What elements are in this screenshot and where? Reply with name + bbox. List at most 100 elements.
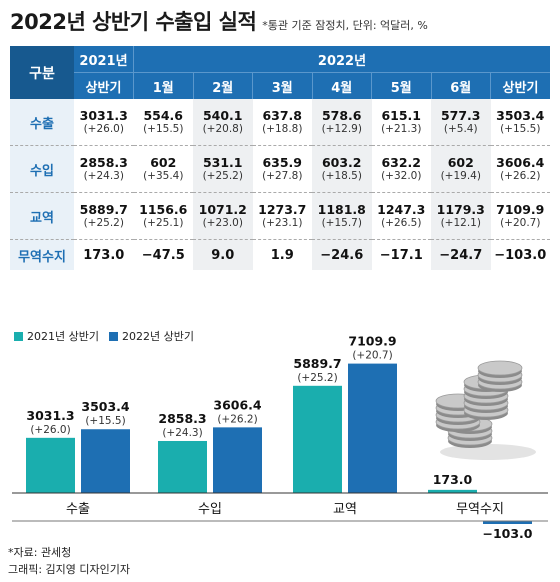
category-label: 수입: [198, 502, 222, 517]
cell-value: 5889.7: [79, 202, 128, 217]
cell-value: −24.6: [320, 247, 364, 263]
table-cell: 1179.3 (+12.1): [431, 192, 491, 240]
bar-value-label: 3031.3: [26, 408, 74, 423]
bar-2022-2: [348, 363, 397, 493]
cell-change: (+25.2): [83, 217, 124, 229]
cell-value: 1071.2: [198, 202, 247, 217]
bar-value-label: 173.0: [433, 472, 473, 487]
column-header-6: 6월: [430, 72, 491, 99]
table-cell: −103.0: [491, 240, 551, 271]
cell-value: 635.9: [262, 155, 303, 170]
bar-value-label: −103.0: [482, 526, 532, 541]
cell-value: 3031.3: [79, 108, 128, 123]
table-cell: 1181.8 (+15.7): [312, 192, 372, 240]
cell-change: (+12.1): [440, 217, 481, 229]
table-cell: 577.3 (+5.4): [431, 99, 491, 146]
cell-change: (+23.0): [202, 217, 243, 229]
table-cell: 2858.3 (+24.3): [74, 145, 134, 193]
cell-change: (+18.5): [321, 170, 362, 182]
column-header-1: 1월: [133, 72, 193, 99]
chart-legend: 2021년 상반기 2022년 상반기: [14, 328, 204, 344]
cell-change: (+23.1): [262, 217, 303, 229]
legend-swatch-2022: [108, 331, 118, 341]
bar-change-label: (+26.2): [217, 413, 257, 425]
header-2021: 2021년: [74, 46, 134, 73]
table-cell: 3031.3 (+26.0): [74, 99, 134, 146]
page-title: 2022년 상반기 수출입 실적: [10, 10, 257, 34]
cell-value: 9.0: [211, 247, 235, 263]
column-header-7: 상반기: [490, 72, 550, 99]
table-cell: 1071.2 (+23.0): [193, 192, 253, 240]
cell-change: (+26.2): [500, 170, 541, 182]
cell-value: −47.5: [141, 247, 185, 263]
cell-value: 173.0: [83, 247, 125, 263]
table-cell: 3503.4 (+15.5): [490, 99, 550, 146]
cell-value: 1.9: [270, 247, 294, 263]
cell-change: (+19.4): [440, 170, 481, 182]
bar-2022-0: [81, 429, 130, 493]
table-cell: 1156.6 (+25.1): [133, 192, 193, 240]
cell-value: 554.6: [143, 108, 184, 123]
cell-value: 615.1: [381, 108, 422, 123]
bar-value-label: 7109.9: [348, 334, 396, 349]
table-cell: 602 (+19.4): [431, 145, 491, 193]
cell-value: 602: [150, 155, 177, 170]
cell-value: 3606.4: [496, 155, 545, 170]
bar-2021-1: [158, 440, 207, 493]
bar-value-label: 3503.4: [81, 399, 130, 414]
legend-label-2021: 2021년 상반기: [27, 330, 99, 343]
table-row: 수입 2858.3 (+24.3) 602 (+35.4) 531.1 (+25.2) 635…: [10, 145, 550, 193]
bar-value-label: 2858.3: [158, 411, 206, 426]
column-header-0: 상반기: [74, 72, 134, 99]
bar-change-label: (+24.3): [162, 427, 202, 439]
cell-value: 1181.8: [317, 202, 366, 217]
cell-change: (+25.1): [143, 217, 184, 229]
cell-change: (+5.4): [443, 123, 478, 135]
cell-change: (+24.3): [83, 170, 124, 182]
cell-value: −24.7: [439, 247, 483, 263]
row-label: 교역: [10, 192, 74, 240]
table-cell: 578.6 (+12.9): [312, 99, 372, 146]
column-header-3: 3월: [252, 72, 312, 99]
cell-value: 602: [447, 155, 474, 170]
cell-value: 1156.6: [139, 202, 188, 217]
row-label: 수입: [10, 145, 74, 193]
legend-item-2022: 2022년 상반기: [108, 328, 194, 344]
source-note: *자료: 관세청: [8, 546, 72, 559]
table-cell: 5889.7 (+25.2): [74, 192, 134, 240]
table-header-row-years: 구분 2021년 2022년: [10, 46, 550, 99]
cell-change: (+15.5): [143, 123, 184, 135]
cell-value: −103.0: [494, 247, 547, 263]
cell-change: (+26.5): [381, 217, 422, 229]
header-gubun: 구분: [10, 46, 74, 99]
column-header-2: 2월: [192, 72, 253, 99]
table-cell: −47.5: [134, 240, 194, 271]
cell-change: (+35.4): [143, 170, 184, 182]
category-label: 교역: [333, 502, 357, 517]
row-label: 무역수지: [10, 239, 74, 270]
table-cell: 602 (+35.4): [133, 145, 193, 193]
table-cell: −17.1: [372, 240, 432, 271]
bar-change-label: (+15.5): [85, 415, 125, 427]
cell-value: 3503.4: [496, 108, 545, 123]
cell-change: (+20.8): [202, 123, 243, 135]
table-cell: 632.2 (+32.0): [371, 145, 431, 193]
title-area: 2022년 상반기 수출입 실적 *통관 기준 잠정치, 단위: 억달러, %: [10, 6, 428, 40]
table-cell: 554.6 (+15.5): [133, 99, 193, 146]
table-cell: 173.0: [74, 240, 134, 271]
table-cell: 637.8 (+18.8): [252, 99, 312, 146]
bar-2021-2: [293, 385, 342, 493]
table-cell: −24.6: [312, 239, 372, 270]
cell-value: 531.1: [202, 155, 243, 170]
table-cell: 531.1 (+25.2): [193, 145, 253, 193]
cell-change: (+32.0): [381, 170, 422, 182]
cell-value: 637.8: [262, 108, 303, 123]
table-row: 교역 5889.7 (+25.2) 1156.6 (+25.1) 1071.2 (+23.0…: [10, 192, 550, 240]
bar-value-label: 5889.7: [293, 356, 341, 371]
bar-chart: 3031.3(+26.0) 2858.3(+24.3) 5889.7(+25.2) 1…: [12, 334, 548, 541]
cell-value: −17.1: [379, 247, 423, 263]
bar-2022-1: [213, 427, 262, 493]
trade-table: 구분 2021년 2022년 상반기 1월 2월 3월 4월 5월 6월 상반기 수출 3031…: [10, 46, 550, 270]
table-row: 무역수지 173.0 −47.5 9.0 1.9 −24.6 −17.1 −24.7 −103.…: [10, 239, 551, 271]
cell-value: 2858.3: [79, 155, 128, 170]
